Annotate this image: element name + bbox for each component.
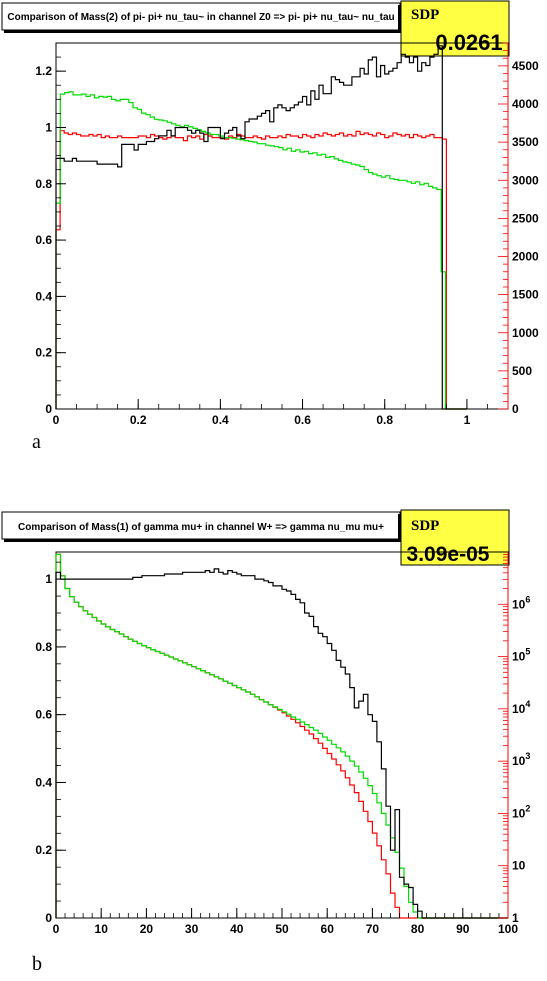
chart-b-x-tick-label: 0: [53, 922, 60, 936]
chart-b-sdp-value: 3.09e-05: [407, 543, 490, 566]
chart-a-title: Comparison of Mass(2) of pi- pi+ nu_tau~…: [7, 12, 394, 23]
chart-b-x-tick-label: 90: [456, 922, 470, 936]
chart-a-y-right-tick-label: 1500: [512, 288, 539, 302]
chart-b-ratio-histogram: [55, 568, 508, 919]
chart-a-y-left-tick-label: 1.2: [35, 64, 52, 78]
chart-b-x-tick-label: 60: [321, 922, 335, 936]
chart-a-y-left-tick-label: 0.6: [35, 233, 52, 247]
tick-base: 10: [512, 650, 526, 664]
chart-a-histogram-1: [55, 130, 467, 410]
chart-a-y-right-tick-label: 500: [512, 364, 532, 378]
chart-b-y-left-tick-label: 0.4: [35, 775, 52, 789]
chart-a-plot-frame: [55, 42, 509, 410]
chart-b-x-tick-label: 80: [411, 922, 425, 936]
chart-a-y-right-tick-label: 0: [512, 402, 519, 416]
chart-a-y-left-tick-label: 0.4: [35, 289, 52, 303]
chart-b-y-right-tick-label: 102: [512, 803, 530, 820]
chart-a-x-tick-label: 0.6: [294, 413, 311, 427]
chart-a-sdp-box: SDP 0.0261: [400, 0, 510, 57]
tick-base: 10: [512, 754, 526, 768]
chart-a-y-right-tick-label: 4500: [512, 59, 539, 73]
tick-base: 10: [512, 597, 526, 611]
chart-panel-a: Comparison of Mass(2) of pi- pi+ nu_tau~…: [1, 0, 539, 453]
chart-a-x-tick-label: 0.2: [130, 413, 147, 427]
chart-b-y-left-tick-label: 0.2: [35, 843, 52, 857]
chart-b-y-left-tick-label: 0.8: [35, 640, 52, 654]
chart-a-caption: a: [32, 431, 41, 453]
tick-exponent: 6: [525, 594, 530, 604]
chart-b-caption: b: [32, 953, 42, 975]
chart-a-y-right-tick-label: 3500: [512, 135, 539, 149]
chart-b-y-right-tick-label: 10: [512, 859, 526, 873]
chart-b-y-right-tick-label: 103: [512, 751, 530, 768]
chart-b-x-tick-label: 30: [185, 922, 199, 936]
chart-a-x-tick-label: 0.8: [376, 413, 393, 427]
chart-a-y-right-tick-label: 3000: [512, 173, 539, 187]
chart-b-y-left-tick-label: 0: [45, 911, 52, 925]
chart-a-y-right-tick-label: 2500: [512, 211, 539, 225]
chart-b-y-left-tick-label: 1: [45, 572, 52, 586]
chart-a-y-right-tick-label: 4000: [512, 97, 539, 111]
chart-b-x-tick-label: 20: [140, 922, 154, 936]
tick-base: 10: [512, 806, 526, 820]
chart-b-y-right-tick-label: 106: [512, 594, 530, 611]
chart-b-y-right-tick-label: 105: [512, 647, 530, 664]
chart-a-ratio-histogram: [55, 45, 467, 410]
chart-b-histogram-2: [55, 553, 508, 919]
chart-a-y-left-tick-label: 0: [45, 402, 52, 416]
chart-b-sdp-label: SDP: [411, 518, 439, 534]
chart-a-sdp-label: SDP: [411, 7, 439, 23]
chart-a-x-tick-label: 0.4: [212, 413, 229, 427]
chart-a-title-box: Comparison of Mass(2) of pi- pi+ nu_tau~…: [1, 2, 402, 33]
tick-exponent: 2: [525, 803, 530, 813]
chart-a-y-right-tick-label: 1000: [512, 326, 539, 340]
chart-b-y-right-tick-label: 104: [512, 699, 530, 716]
chart-b-histogram-1: [55, 553, 508, 919]
chart-b-x-tick-label: 100: [498, 922, 518, 936]
chart-panel-b: Comparison of Mass(1) of gamma mu+ in ch…: [1, 509, 530, 975]
chart-a-y-left-tick-label: 0.2: [35, 346, 52, 360]
chart-a-y-left-tick-label: 1: [45, 120, 52, 134]
chart-b-title: Comparison of Mass(1) of gamma mu+ in ch…: [18, 522, 384, 533]
tick-exponent: 3: [525, 751, 530, 761]
chart-b-sdp-box: SDP 3.09e-05: [400, 509, 510, 566]
chart-b-y-left-tick-label: 0.6: [35, 708, 52, 722]
tick-exponent: 5: [525, 647, 530, 657]
chart-b-x-tick-label: 40: [230, 922, 244, 936]
chart-b-plot-frame: [55, 551, 509, 919]
chart-b-x-tick-label: 50: [275, 922, 289, 936]
chart-b-title-box: Comparison of Mass(1) of gamma mu+ in ch…: [1, 511, 402, 542]
chart-a-x-tick-label: 0: [53, 413, 60, 427]
chart-a-x-tick-label: 1: [464, 413, 471, 427]
chart-a-y-left-tick-label: 0.8: [35, 177, 52, 191]
tick-base: 10: [512, 702, 526, 716]
chart-b-x-tick-label: 10: [95, 922, 109, 936]
chart-b-y-right-tick-label: 1: [512, 911, 519, 925]
chart-a-y-right-tick-label: 2000: [512, 250, 539, 264]
chart-a-histogram-2: [55, 91, 467, 410]
tick-exponent: 4: [525, 699, 530, 709]
chart-b-x-tick-label: 70: [366, 922, 380, 936]
